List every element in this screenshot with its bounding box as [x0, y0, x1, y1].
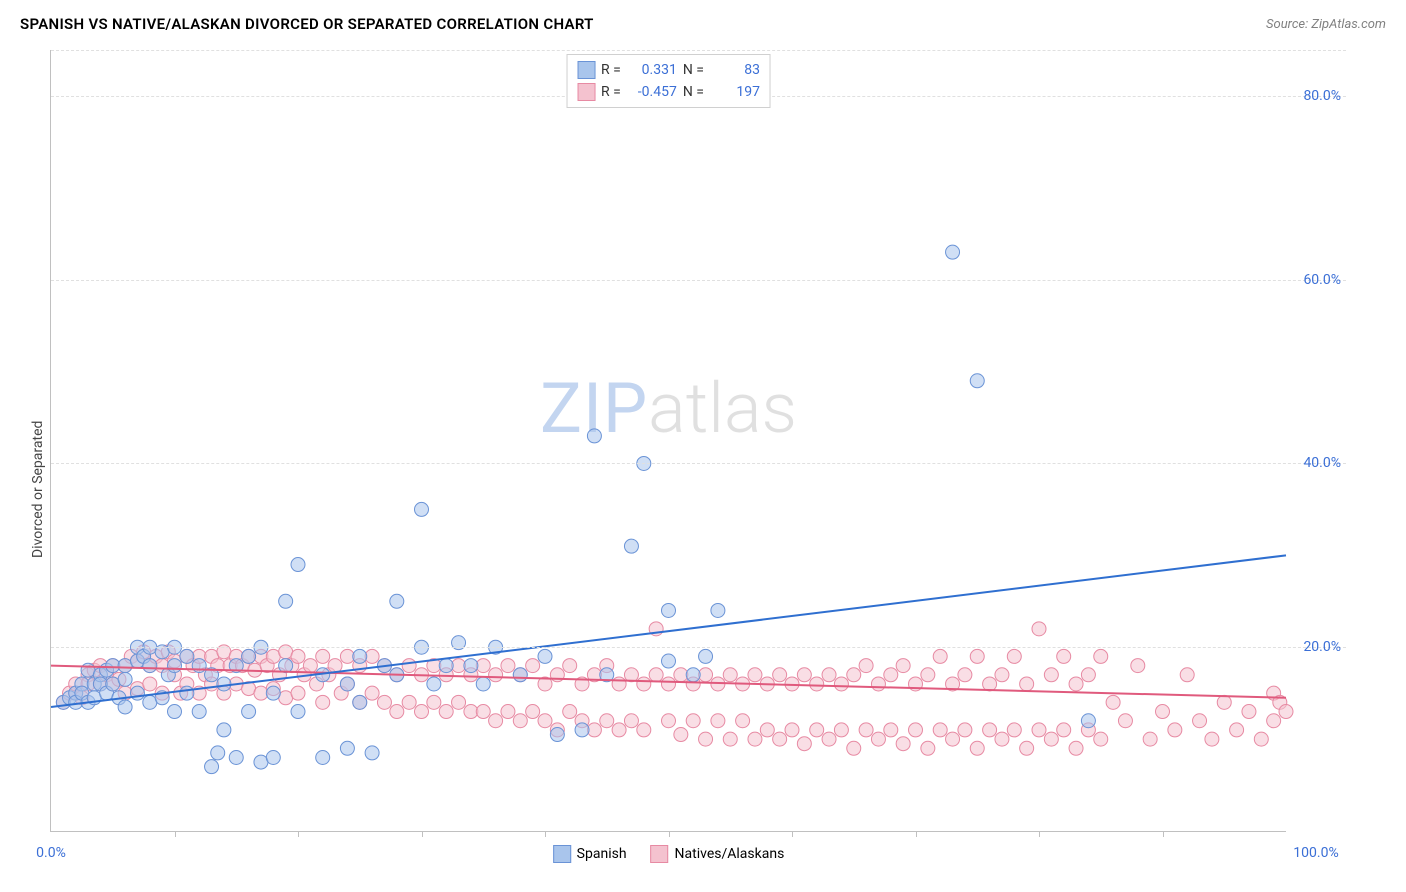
plot-region: ZIPatlas R = 0.331 N = 83 R = -0.457 N =… [50, 50, 1286, 832]
legend-label-spanish: Spanish [577, 846, 627, 862]
stats-row-natives: R = -0.457 N = 197 [577, 81, 760, 103]
r-label: R = [601, 62, 621, 78]
y-tick-label: 20.0% [1303, 639, 1341, 655]
header: SPANISH VS NATIVE/ALASKAN DIVORCED OR SE… [20, 15, 1386, 33]
y-tick-label: 60.0% [1303, 272, 1341, 288]
r-value-spanish: 0.331 [627, 62, 677, 78]
stats-row-spanish: R = 0.331 N = 83 [577, 59, 760, 81]
legend-swatch-natives [651, 845, 669, 863]
n-label: N = [683, 84, 704, 100]
legend-swatch-spanish [553, 845, 571, 863]
y-axis-label: Divorced or Separated [30, 421, 46, 558]
bottom-legend: Spanish Natives/Alaskans [553, 845, 785, 863]
n-value-spanish: 83 [710, 62, 760, 78]
x-max-label: 100.0% [1293, 845, 1338, 861]
legend-item-natives: Natives/Alaskans [651, 845, 785, 863]
source-label: Source: ZipAtlas.com [1266, 17, 1386, 32]
swatch-spanish [577, 61, 595, 79]
r-label: R = [601, 84, 621, 100]
y-tick-label: 40.0% [1303, 455, 1341, 471]
x-min-label: 0.0% [36, 845, 66, 861]
r-value-natives: -0.457 [627, 84, 677, 100]
legend-item-spanish: Spanish [553, 845, 627, 863]
n-value-natives: 197 [710, 84, 760, 100]
y-tick-label: 80.0% [1303, 88, 1341, 104]
swatch-natives [577, 83, 595, 101]
legend-label-natives: Natives/Alaskans [675, 846, 785, 862]
chart-area: Divorced or Separated ZIPatlas R = 0.331… [50, 50, 1346, 832]
n-label: N = [683, 62, 704, 78]
chart-title: SPANISH VS NATIVE/ALASKAN DIVORCED OR SE… [20, 15, 594, 33]
plot-svg [51, 50, 1286, 831]
stats-legend: R = 0.331 N = 83 R = -0.457 N = 197 [566, 54, 771, 108]
